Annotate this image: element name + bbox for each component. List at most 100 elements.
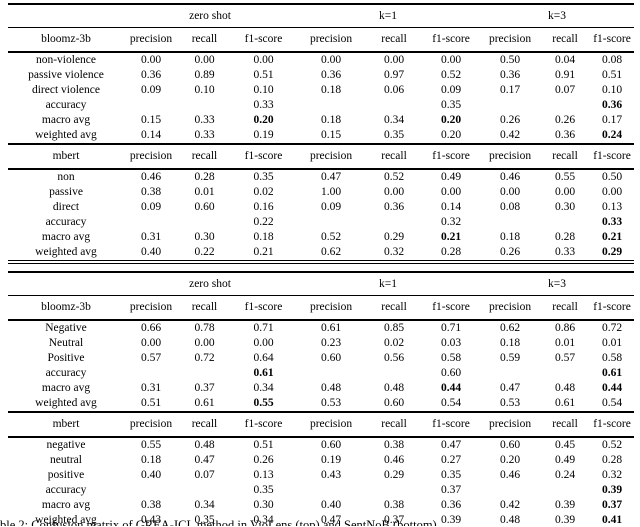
metric-value: 0.51 <box>253 439 274 451</box>
metric-value: 0.60 <box>320 352 342 364</box>
metric-value: 0.97 <box>383 69 405 81</box>
metric-value: 0.00 <box>140 54 162 66</box>
row-label: direct <box>52 201 80 213</box>
metric-value <box>540 366 590 381</box>
metric-value: 0.40 <box>124 245 178 264</box>
metric-value: 0.01 <box>194 186 215 198</box>
metric-value: 0.26 <box>554 114 576 126</box>
column-header: recall <box>366 27 423 53</box>
metric-value: 0.52 <box>320 231 342 243</box>
table-row: macro avg 0.15 0.33 0.20 0.18 0.34 0.20 0.26 0.2… <box>8 113 634 128</box>
metric-value: 0.72 <box>601 322 623 334</box>
column-header: precision <box>124 144 178 170</box>
metric-value: 0.50 <box>601 171 623 183</box>
metric-value: 0.32 <box>601 469 623 481</box>
metric-value: 0.21 <box>231 245 297 264</box>
metric-value: 0.29 <box>590 245 635 264</box>
metric-value: 0.09 <box>140 84 162 96</box>
metric-value <box>124 215 178 230</box>
group-header: k=3 <box>480 3 635 28</box>
column-header: f1-score <box>422 412 481 438</box>
metric-value: 0.26 <box>499 114 521 126</box>
metric-value: 0.14 <box>440 201 462 213</box>
metric-value: 0.61 <box>540 396 591 413</box>
group-header-spacer <box>8 3 124 28</box>
metric-value <box>540 483 590 498</box>
metric-value: 0.46 <box>140 171 162 183</box>
metric-value: 0.33 <box>253 99 274 111</box>
metric-value <box>178 98 231 113</box>
table-row: non 0.46 0.28 0.35 0.47 0.52 0.49 0.46 0.55 0.50 <box>8 169 634 185</box>
metric-value <box>540 215 590 230</box>
table-row: direct 0.09 0.60 0.16 0.09 0.36 0.14 0.08 0.30 0.… <box>8 200 634 215</box>
column-header: recall <box>540 27 591 53</box>
group-header: k=3 <box>480 271 635 296</box>
metric-value <box>366 366 422 381</box>
metric-value: 0.42 <box>480 128 541 145</box>
table-row: accuracy 0.35 0.37 0.39 <box>8 483 634 498</box>
metric-value <box>178 483 231 498</box>
metric-value: 0.52 <box>383 171 405 183</box>
metric-value: 0.52 <box>601 439 623 451</box>
metric-value: 0.37 <box>366 513 423 527</box>
metric-value: 0.04 <box>554 54 576 66</box>
row-label: passive violence <box>28 69 104 81</box>
table-row: accuracy 0.33 0.35 0.36 <box>8 98 634 113</box>
metric-value: 0.18 <box>320 84 342 96</box>
metric-value: 0.85 <box>383 322 405 334</box>
row-label: macro avg <box>41 382 91 394</box>
column-header: precision <box>480 27 541 53</box>
column-header: f1-score <box>231 144 297 170</box>
metric-value: 0.43 <box>320 469 342 481</box>
column-header: f1-score <box>422 144 481 170</box>
metric-value: 0.72 <box>194 352 215 364</box>
metric-value: 0.39 <box>601 484 623 496</box>
metric-value: 0.29 <box>383 469 405 481</box>
metric-value: 0.46 <box>499 171 521 183</box>
row-label: macro avg <box>41 499 91 511</box>
metric-value: 0.62 <box>499 322 521 334</box>
results-table: zero shot k=1 k=3 bloomz-3b precision recall f… <box>8 3 635 264</box>
metric-value: 0.60 <box>499 439 521 451</box>
metric-value: 0.36 <box>383 201 405 213</box>
metric-value: 0.00 <box>194 54 215 66</box>
metric-value: 0.17 <box>499 84 521 96</box>
metric-value: 0.57 <box>554 352 576 364</box>
column-header: f1-score <box>590 295 635 321</box>
metric-value: 0.08 <box>601 54 623 66</box>
table-row: weighted avg 0.14 0.33 0.19 0.15 0.35 0.20 0.42… <box>8 128 635 145</box>
group-header: k=1 <box>296 3 481 28</box>
metric-value <box>124 366 178 381</box>
metric-value <box>366 98 422 113</box>
column-header: precision <box>296 27 367 53</box>
column-header: f1-score <box>422 295 481 321</box>
metric-value: 0.35 <box>366 128 423 145</box>
column-header: precision <box>296 144 367 170</box>
metric-value: 0.20 <box>440 114 462 126</box>
metric-value: 0.20 <box>499 454 521 466</box>
metric-value: 0.86 <box>554 322 576 334</box>
metric-value <box>296 98 366 113</box>
metric-value: 0.35 <box>253 484 274 496</box>
metric-value: 0.36 <box>320 69 342 81</box>
row-label: weighted avg <box>8 513 124 527</box>
metric-value: 0.39 <box>554 499 576 511</box>
table-row: macro avg 0.31 0.37 0.34 0.48 0.48 0.44 0.47 0.4… <box>8 381 634 396</box>
group-header: k=1 <box>296 271 481 296</box>
column-header: recall <box>540 144 591 170</box>
metric-value: 0.47 <box>320 171 342 183</box>
metric-value: 0.34 <box>194 499 215 511</box>
results-tables-container: zero shot k=1 k=3 bloomz-3b precision recall f… <box>8 3 635 527</box>
metric-value: 0.31 <box>140 382 162 394</box>
metric-value: 0.52 <box>440 69 462 81</box>
metric-value: 0.51 <box>124 396 178 413</box>
metric-value: 0.48 <box>320 382 342 394</box>
column-header: recall <box>366 144 423 170</box>
row-label: Negative <box>45 322 87 334</box>
metric-value: 0.10 <box>194 84 215 96</box>
metric-value <box>366 215 422 230</box>
metric-value: 0.21 <box>440 231 462 243</box>
metric-value: 0.29 <box>383 231 405 243</box>
metric-value <box>480 215 540 230</box>
metric-value: 0.47 <box>440 439 462 451</box>
